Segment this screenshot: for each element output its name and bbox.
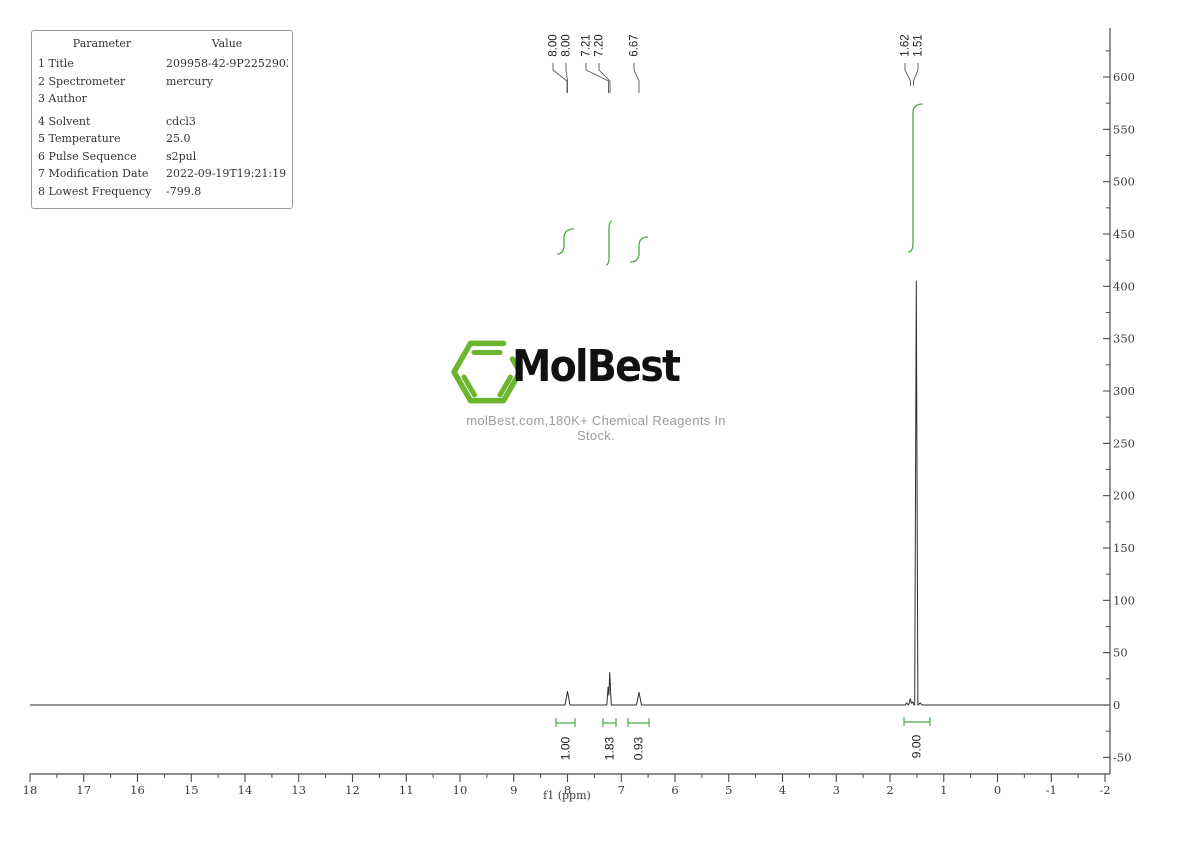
peak-shift-label: 1.62 [899,33,911,57]
x-tick-label: 0 [994,783,1001,797]
parameter-table-row: 5 Temperature 25.0 [38,130,288,148]
parameter-table-row: 2 Spectrometer mercury [38,73,288,91]
x-tick-label: 11 [399,783,414,797]
integral-value-label: 1.00 [558,736,572,760]
integral-curve [907,103,924,253]
x-tick-label: 1 [940,783,947,797]
peak-shift-label: 7.20 [593,33,605,57]
x-tick-label: 8 [564,783,571,797]
x-tick-label: 4 [779,783,786,797]
integral-bracket [627,718,650,727]
y-tick-label: 550 [1113,122,1135,136]
molbest-hexagon-icon [451,340,523,404]
x-tick-label: 5 [725,783,732,797]
y-tick-label: 100 [1113,593,1135,607]
integral-curve [605,220,613,266]
x-tick-label: 15 [184,783,199,797]
param-value: s2pul [166,149,197,163]
param-value: 25.0 [166,132,191,145]
param-header-parameter: Parameter [72,37,132,50]
peak-label-connector [633,63,640,93]
integral-bracket [602,718,617,727]
parameter-table-row: 7 Modification Date 2022-09-19T19:21:19 [38,165,288,183]
x-tick-label: -1 [1046,783,1057,797]
param-value: mercury [166,74,213,88]
x-tick-label: 17 [76,783,91,797]
parameter-table-row: 1 Title 209958-42-9P2252903 [38,55,288,73]
param-value: cdcl3 [166,114,196,128]
param-header-value: Value [211,37,243,50]
y-tick-label: 500 [1113,175,1135,189]
peak-label-connector [552,63,568,93]
x-tick-label: 12 [345,783,360,797]
integral-value-label: 1.83 [602,736,616,760]
peak-label-connector [565,63,568,93]
y-tick-label: 400 [1113,279,1135,293]
x-tick-label: -2 [1099,783,1110,797]
parameter-table-row: 6 Pulse Sequence s2pul [38,148,288,166]
parameter-table-row: 3 Author [38,90,288,108]
integral-value-label: 9.00 [909,734,923,758]
y-tick-label: 450 [1113,227,1135,241]
logo-brand-text: MolBest [512,341,681,392]
y-tick-label: 250 [1113,436,1135,450]
param-name: 1 Title [38,57,74,70]
integral-value-label: 0.93 [631,736,645,760]
param-name: 2 Spectrometer [38,74,126,88]
parameter-table-row: 4 Solvent cdcl3 [38,113,288,131]
integral-bracket [903,717,931,726]
x-tick-label: 7 [618,783,625,797]
param-name: 4 Solvent [38,114,91,128]
peak-shift-label: 6.67 [628,33,640,57]
peak-label-connector [598,63,611,93]
y-tick-label: 50 [1113,646,1128,660]
x-tick-label: 10 [453,783,468,797]
axis-lines [30,28,1111,775]
parameter-table-rows: 1 Title 209958-42-9P2252903 2 Spectrometer… [38,55,288,200]
x-tick-label: 16 [130,783,145,797]
peak-shift-label: 8.00 [560,33,572,57]
x-axis-title: f1 (ppm) [543,789,591,802]
y-tick-label: 600 [1113,70,1135,84]
peak-label-connector [585,63,609,93]
y-tick-label: 0 [1113,698,1120,712]
param-name: 5 Temperature [38,132,121,145]
param-name: 3 Author [38,92,87,105]
param-value: 2022-09-19T19:21:19 [166,167,287,180]
y-tick-label: 150 [1113,541,1135,555]
peak-label-connector [913,63,919,86]
y-tick-label: 350 [1113,332,1135,346]
integral-curve [556,228,575,255]
param-name: 8 Lowest Frequency [38,184,152,198]
peak-shift-label: 1.51 [912,33,924,57]
param-value: -799.8 [166,184,202,198]
x-tick-label: 9 [510,783,517,797]
x-tick-label: 2 [886,783,893,797]
y-tick-label: 300 [1113,384,1135,398]
x-tick-label: 14 [238,783,253,797]
parameter-table: Parameter Value 1 Title 209958-42-9P22529… [31,30,293,209]
logo-tagline: molBest.com,180K+ Chemical Reagents In S… [466,413,726,443]
integral-bracket [555,718,576,727]
x-tick-label: 3 [833,783,840,797]
peak-shift-label: 8.00 [547,33,559,57]
x-tick-label: 6 [671,783,678,797]
spectrum-trace [30,280,1108,706]
y-tick-label: 200 [1113,489,1135,503]
param-value [166,90,288,108]
x-tick-label: 18 [23,783,38,797]
parameter-table-row: 8 Lowest Frequency -799.8 [38,183,288,201]
param-name: 7 Modification Date [38,167,149,180]
integral-curve [629,236,649,263]
y-tick-label: -50 [1113,750,1132,764]
param-name: 6 Pulse Sequence [38,149,137,163]
peak-label-connector [904,63,911,86]
x-tick-label: 13 [291,783,306,797]
parameter-table-header: Parameter Value [38,37,288,50]
param-value: 209958-42-9P2252903 [166,57,288,70]
peak-shift-label: 7.21 [580,33,592,57]
